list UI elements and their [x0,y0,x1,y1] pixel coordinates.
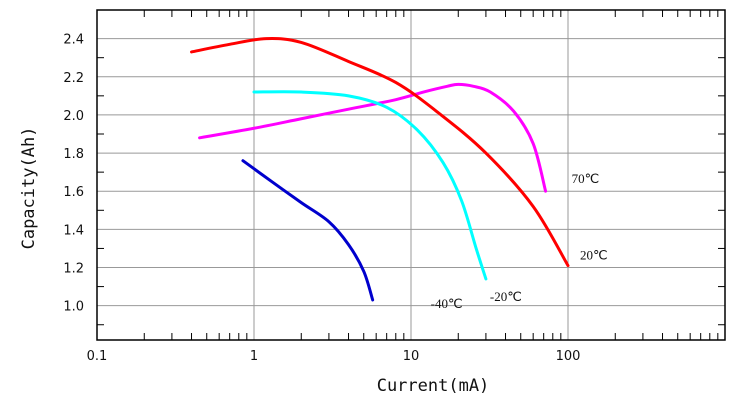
series-label: 70℃ [572,171,600,186]
series-label: -20℃ [490,289,522,304]
y-tick-label: 1.4 [63,223,84,238]
y-tick-label: 1.0 [63,300,84,315]
y-tick-label: 1.6 [63,185,84,200]
grid-lines [97,10,725,340]
series-line [241,159,375,302]
x-tick-label: 100 [556,349,581,364]
y-tick-label: 2.2 [63,71,84,86]
tick-marks [97,10,725,340]
x-tick-labels: 0.1 1 10 100 [87,349,581,364]
series-label: 20℃ [580,248,608,263]
series-labels: 70℃ 20℃ -20℃ -40℃ [431,171,608,311]
series-line [252,90,488,281]
y-tick-label: 1.2 [63,262,84,277]
x-axis-title: Current(mA) [377,376,490,396]
series-lines [190,37,570,302]
y-axis-title: Capacity(Ah) [19,127,39,250]
x-tick-label: 10 [403,349,420,364]
x-tick-label: 1 [250,349,258,364]
y-tick-label: 2.4 [63,33,84,48]
y-tick-label: 1.8 [63,147,84,162]
series-line [198,82,548,193]
y-tick-label: 2.0 [63,109,84,124]
x-tick-label: 0.1 [87,349,108,364]
y-tick-labels: 1.0 1.2 1.4 1.6 1.8 2.0 2.2 2.4 [63,33,84,315]
series-line [190,37,570,268]
series-label: -40℃ [431,296,463,311]
plot-frame [96,9,726,341]
